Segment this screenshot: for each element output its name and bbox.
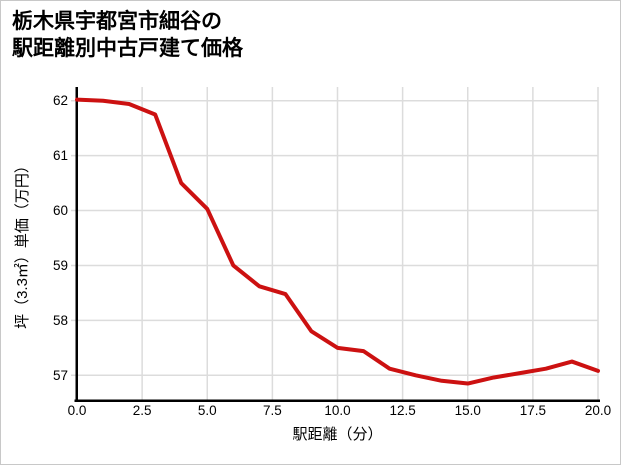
- x-tick-label: 15.0: [455, 403, 481, 418]
- x-axis-label: 駅距離（分）: [292, 425, 382, 443]
- y-tick-label: 58: [53, 313, 68, 328]
- y-tick-label: 61: [53, 148, 68, 163]
- chart-title-line2: 駅距離別中古戸建て価格: [12, 37, 243, 60]
- x-tick-label: 5.0: [198, 403, 217, 418]
- y-tick-label: 62: [53, 93, 68, 108]
- y-tick-label: 59: [53, 258, 68, 273]
- x-tick-label: 7.5: [263, 403, 282, 418]
- chart-title-line1: 栃木県宇都宮市細谷の: [12, 10, 222, 33]
- x-tick-label: 20.0: [585, 403, 611, 418]
- x-tick-label: 0.0: [68, 403, 87, 418]
- x-tick-label: 17.5: [520, 403, 546, 418]
- x-axis-spine: [74, 399, 600, 402]
- price-line: [75, 97, 600, 386]
- x-tick-label: 12.5: [389, 403, 415, 418]
- y-tick-label: 60: [53, 203, 68, 218]
- x-tick-label: 10.0: [324, 403, 350, 418]
- y-tick-label: 57: [53, 368, 68, 383]
- y-axis-label: 坪（3.3㎡）単価（万円）: [14, 158, 31, 329]
- x-tick-label: 2.5: [133, 403, 152, 418]
- chart-title: 栃木県宇都宮市細谷の 駅距離別中古戸建て価格: [12, 8, 243, 62]
- y-axis-spine: [75, 87, 78, 402]
